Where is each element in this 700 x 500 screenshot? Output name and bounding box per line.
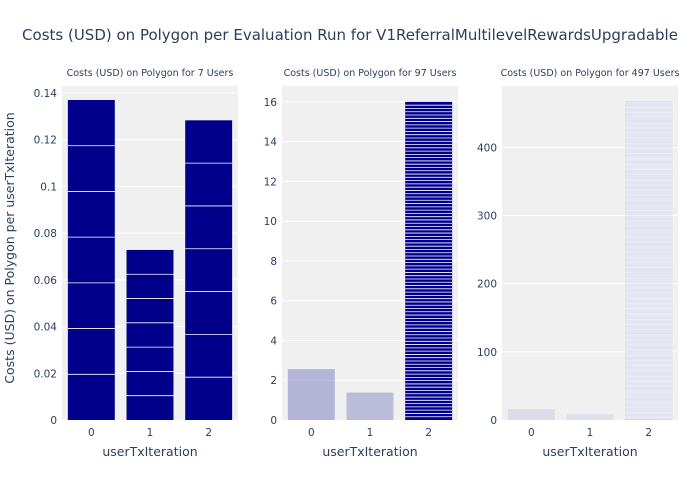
bar-1[interactable] xyxy=(346,392,394,420)
subplot-3: 0 100 200 300 400 0 1 2 Costs (USD) on Polygon f… xyxy=(477,68,680,459)
y-tick-label: 0.14 xyxy=(34,88,58,100)
y-tick-label: 14 xyxy=(264,137,278,149)
y-tick-label: 16 xyxy=(264,97,278,109)
y-tick-label: 0.06 xyxy=(34,275,58,287)
y-tick-label: 0.1 xyxy=(40,181,57,193)
y-tick-label: 0 xyxy=(50,415,57,427)
y-tick-label: 0 xyxy=(490,415,497,427)
y-tick-label: 300 xyxy=(477,211,497,223)
bar-2[interactable] xyxy=(185,120,233,421)
y-tick-label: 4 xyxy=(270,335,277,347)
y-tick-label: 0.12 xyxy=(34,135,57,147)
subplot-title: Costs (USD) on Polygon for 7 Users xyxy=(67,68,234,79)
y-tick-label: 0.04 xyxy=(34,322,58,334)
bar-2[interactable] xyxy=(405,101,453,421)
x-tick-label: 1 xyxy=(587,427,594,439)
x-tick-label: 0 xyxy=(528,427,535,439)
bar-0[interactable] xyxy=(507,409,555,420)
y-tick-label: 10 xyxy=(264,216,277,228)
x-tick-label: 0 xyxy=(88,427,95,439)
subplot-title: Costs (USD) on Polygon for 497 Users xyxy=(501,68,680,79)
chart-title: Costs (USD) on Polygon per Evaluation Ru… xyxy=(22,26,678,44)
y-axis-title: Costs (USD) on Polygon per userTxIterati… xyxy=(2,112,17,383)
x-tick-label: 2 xyxy=(645,427,652,439)
y-tick-label: 6 xyxy=(270,296,277,308)
y-tick-label: 100 xyxy=(477,347,497,359)
x-axis-title: userTxIteration xyxy=(322,444,417,459)
x-axis-title: userTxIteration xyxy=(542,444,637,459)
y-tick-label: 0.08 xyxy=(34,228,57,240)
bar-1[interactable] xyxy=(126,249,174,420)
x-tick-label: 0 xyxy=(308,427,315,439)
y-tick-label: 8 xyxy=(270,256,277,268)
y-tick-label: 12 xyxy=(264,176,277,188)
x-tick-label: 2 xyxy=(205,427,212,439)
y-tick-label: 2 xyxy=(270,375,277,387)
bar-1[interactable] xyxy=(566,414,614,420)
subplot-title: Costs (USD) on Polygon for 97 Users xyxy=(284,68,457,79)
subplot-1: 0 0.02 0.04 0.06 0.08 0.1 0.12 0.14 0 1 2 Costs (US… xyxy=(34,68,238,459)
x-tick-label: 2 xyxy=(425,427,432,439)
bar-0[interactable] xyxy=(67,100,115,421)
x-tick-label: 1 xyxy=(367,427,374,439)
y-tick-label: 0.02 xyxy=(34,368,57,380)
y-tick-label: 0 xyxy=(270,415,277,427)
x-tick-label: 1 xyxy=(147,427,154,439)
y-tick-label: 400 xyxy=(477,142,497,154)
x-axis-title: userTxIteration xyxy=(102,444,197,459)
y-tick-label: 200 xyxy=(477,279,497,291)
bar-0[interactable] xyxy=(287,369,335,420)
